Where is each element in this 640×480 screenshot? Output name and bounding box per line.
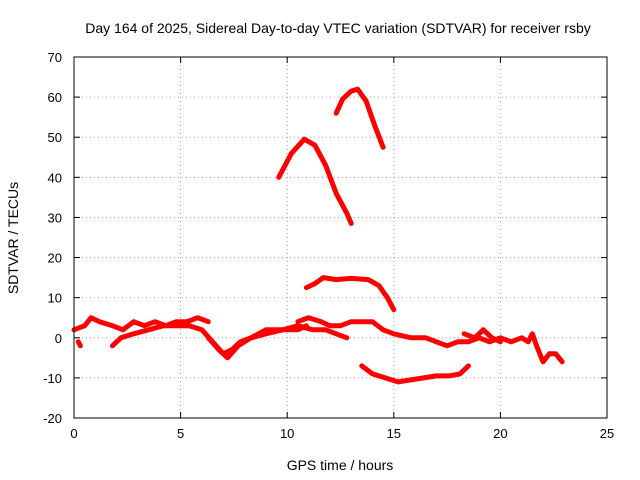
- series-trace-8: [333, 86, 386, 150]
- series-trace-3: [109, 323, 350, 357]
- y-axis-label: SDTVAR / TECUs: [5, 182, 21, 294]
- chart-title: Day 164 of 2025, Sidereal Day-to-day VTE…: [85, 20, 591, 36]
- y-tick-label: 0: [55, 331, 62, 346]
- series-trace-7: [276, 136, 354, 226]
- x-tick-label: 15: [387, 426, 401, 441]
- series-trace-6: [461, 327, 503, 345]
- x-tick-label: 10: [280, 426, 294, 441]
- y-tick-label: 10: [48, 291, 62, 306]
- x-axis-label: GPS time / hours: [287, 457, 394, 473]
- x-tick-label: 20: [493, 426, 507, 441]
- y-tick-label: -20: [43, 411, 62, 426]
- series-trace-1: [71, 315, 211, 333]
- x-tick-label: 25: [600, 426, 614, 441]
- plot-frame: [73, 56, 608, 419]
- x-tick-label: 0: [70, 426, 77, 441]
- y-tick-label: 40: [48, 170, 62, 185]
- y-tick-label: 30: [48, 210, 62, 225]
- y-tick-label: 20: [48, 251, 62, 266]
- y-tick-label: 70: [48, 50, 62, 65]
- axis-ticks: 0 5 10 15 20 25 -20 -10 0 10 20 30 40 50 60 70: [43, 50, 614, 441]
- y-tick-label: -10: [43, 371, 62, 386]
- series-trace-9: [303, 275, 397, 313]
- x-tick-label: 5: [177, 426, 184, 441]
- y-tick-label: 60: [48, 90, 62, 105]
- series-trace-2: [75, 339, 83, 349]
- grid: [74, 57, 607, 418]
- series-trace-4: [205, 323, 309, 361]
- data-series: [71, 86, 565, 385]
- series-trace-10: [359, 363, 471, 385]
- series-trace-5: [295, 315, 565, 365]
- y-tick-label: 50: [48, 130, 62, 145]
